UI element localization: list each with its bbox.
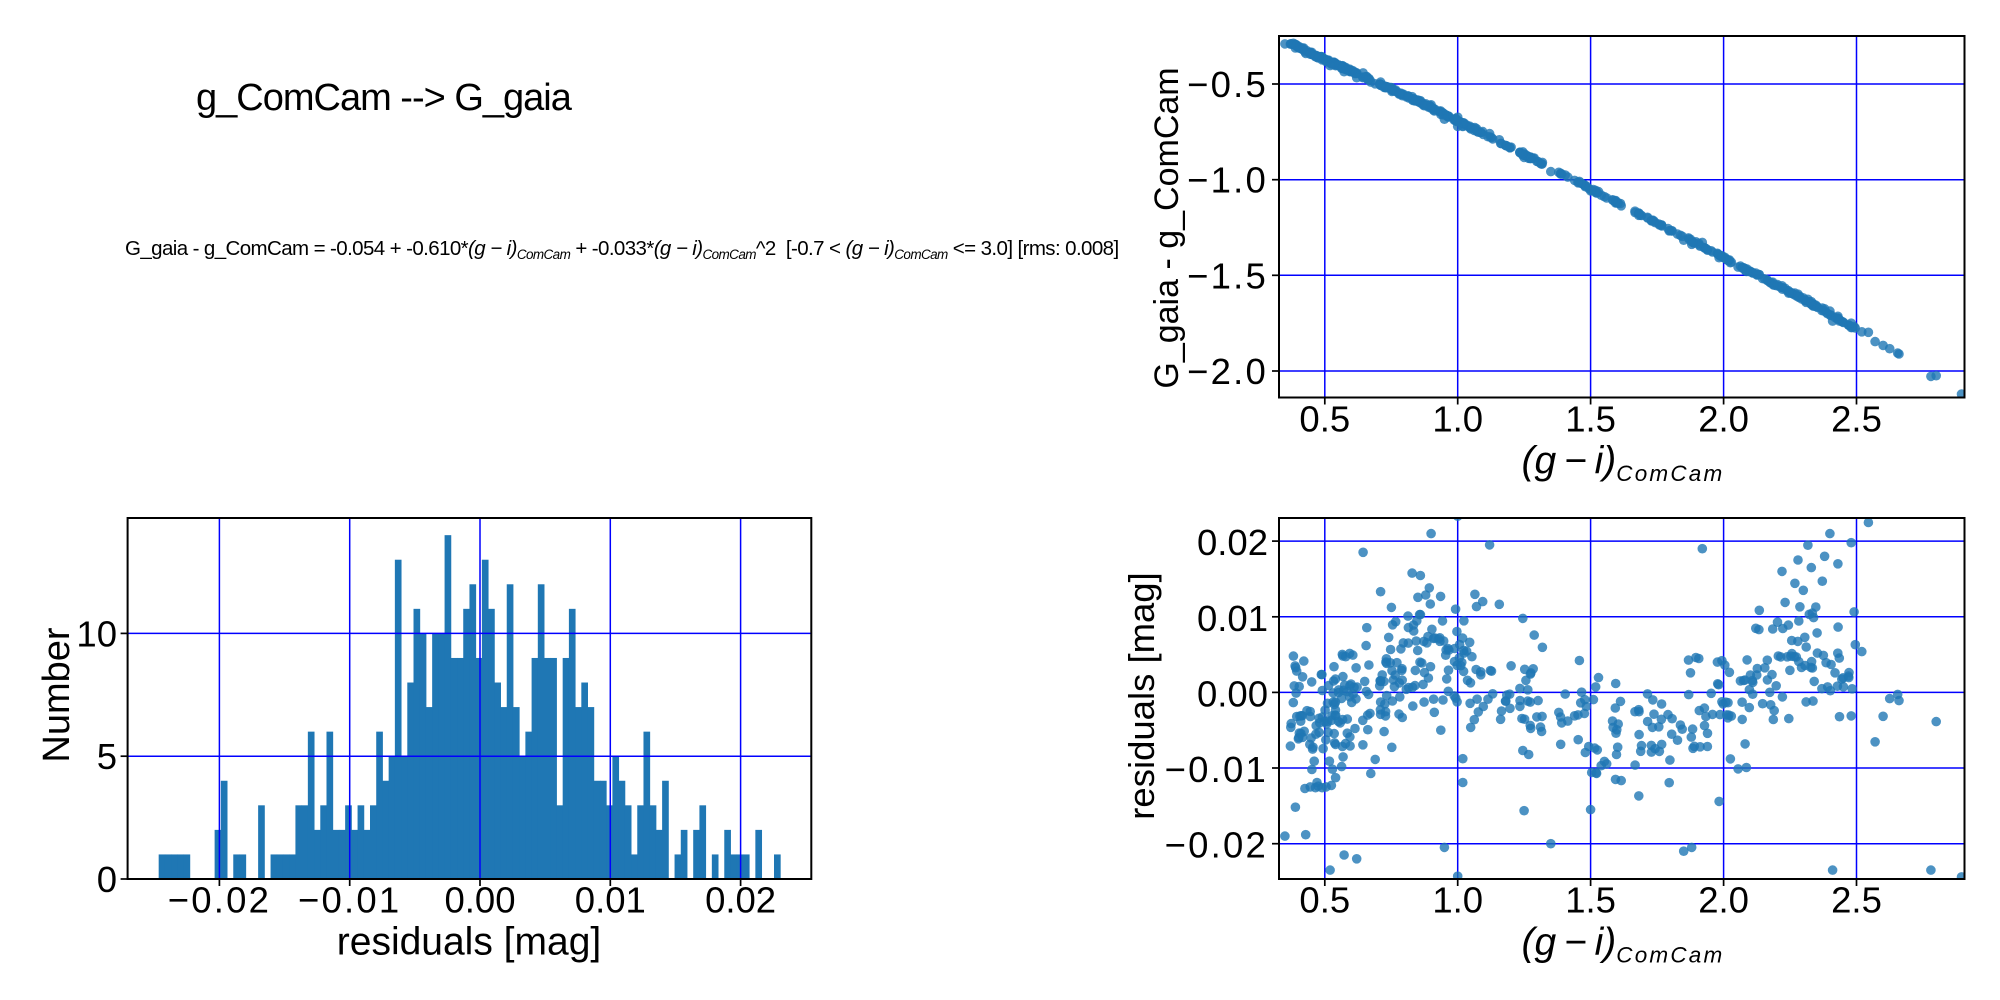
svg-text:−1.5: −1.5 xyxy=(1187,255,1268,296)
svg-text:10: 10 xyxy=(76,613,117,654)
svg-text:2.0: 2.0 xyxy=(1698,880,1749,921)
svg-text:Number: Number xyxy=(36,627,78,762)
svg-text:0.00: 0.00 xyxy=(1197,673,1268,714)
svg-text:residuals [mag]: residuals [mag] xyxy=(337,921,601,964)
svg-text:0.01: 0.01 xyxy=(575,880,646,921)
svg-text:0.01: 0.01 xyxy=(1197,598,1268,639)
svg-text:0.5: 0.5 xyxy=(1299,399,1350,440)
svg-text:−0.02: −0.02 xyxy=(168,880,271,921)
svg-text:2.5: 2.5 xyxy=(1831,880,1882,921)
svg-text:G_gaia - g_ComCam = -0.054 + -: G_gaia - g_ComCam = -0.054 + -0.610*(g −… xyxy=(125,237,1119,262)
svg-text:residuals [mag]: residuals [mag] xyxy=(1121,572,1162,820)
svg-text:−0.5: −0.5 xyxy=(1187,64,1268,105)
svg-text:0.00: 0.00 xyxy=(444,880,515,921)
svg-text:−2.0: −2.0 xyxy=(1187,351,1268,392)
svg-text:(g − i)ComCam: (g − i)ComCam xyxy=(1522,440,1725,487)
svg-text:(g − i)ComCam: (g − i)ComCam xyxy=(1522,921,1725,968)
svg-text:−0.01: −0.01 xyxy=(1165,749,1268,790)
svg-text:0: 0 xyxy=(97,859,117,900)
svg-text:1.0: 1.0 xyxy=(1432,399,1483,440)
svg-text:0.5: 0.5 xyxy=(1299,880,1350,921)
svg-text:−1.0: −1.0 xyxy=(1187,160,1268,201)
svg-text:1.5: 1.5 xyxy=(1565,399,1616,440)
svg-text:G_gaia - g_ComCam: G_gaia - g_ComCam xyxy=(1148,67,1186,388)
svg-text:5: 5 xyxy=(97,736,117,777)
svg-text:2.0: 2.0 xyxy=(1698,399,1749,440)
svg-text:−0.02: −0.02 xyxy=(1165,825,1268,866)
svg-text:0.02: 0.02 xyxy=(705,880,776,921)
svg-text:1.0: 1.0 xyxy=(1432,880,1483,921)
svg-text:0.02: 0.02 xyxy=(1197,522,1268,563)
svg-text:−0.01: −0.01 xyxy=(298,880,401,921)
svg-text:1.5: 1.5 xyxy=(1565,880,1616,921)
svg-text:g_ComCam --> G_gaia: g_ComCam --> G_gaia xyxy=(196,77,573,119)
svg-text:2.5: 2.5 xyxy=(1831,399,1882,440)
